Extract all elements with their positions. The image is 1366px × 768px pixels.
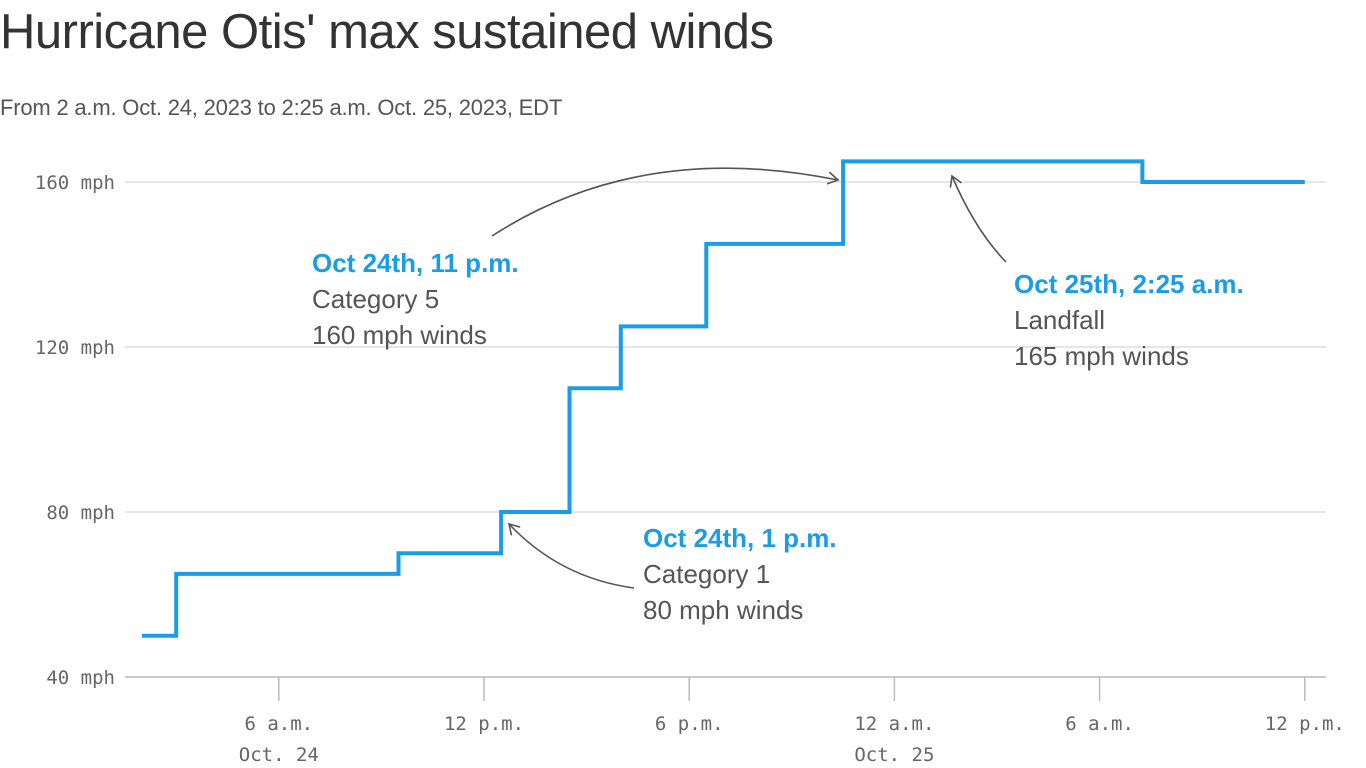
annotation-text: Category 5	[312, 284, 439, 314]
wind-speed-step-line	[142, 159, 1305, 638]
y-tick-label: 120 mph	[35, 337, 115, 359]
annotation-arrow	[507, 522, 635, 589]
annotation: Oct 25th, 2:25 a.m. Landfall 165 mph winds	[949, 174, 1244, 371]
annotation-text: 80 mph winds	[643, 595, 803, 625]
annotation-text: 160 mph winds	[312, 320, 487, 350]
annotation-arrow	[491, 167, 840, 237]
chart-subtitle: From 2 a.m. Oct. 24, 2023 to 2:25 a.m. O…	[0, 95, 563, 120]
annotation-text: Landfall	[1014, 305, 1105, 335]
annotation-heading: Oct 24th, 1 p.m.	[643, 523, 837, 553]
annotation: Oct 24th, 11 p.m. Category 5 160 mph winds	[312, 167, 840, 350]
annotation-text: Category 1	[643, 559, 770, 589]
x-tick-label: 12 p.m.	[444, 713, 524, 735]
x-tick-label: 6 a.m.	[244, 713, 313, 735]
x-tick-sublabel: Oct. 25	[854, 744, 934, 766]
y-tick-label: 40 mph	[46, 667, 115, 689]
x-tick-label: 12 p.m.	[1265, 713, 1345, 735]
x-tick-label: 12 a.m.	[854, 713, 934, 735]
annotation-heading: Oct 25th, 2:25 a.m.	[1014, 269, 1244, 299]
annotation-text: 165 mph winds	[1014, 341, 1189, 371]
x-tick-label: 6 p.m.	[655, 713, 724, 735]
chart-title: Hurricane Otis' max sustained winds	[0, 5, 774, 59]
x-tick-label: 6 a.m.	[1065, 713, 1134, 735]
annotation: Oct 24th, 1 p.m. Category 1 80 mph winds	[507, 522, 837, 625]
x-tick-sublabel: Oct. 24	[239, 744, 319, 766]
y-tick-label: 160 mph	[35, 172, 115, 194]
y-tick-label: 80 mph	[46, 502, 115, 524]
annotation-heading: Oct 24th, 11 p.m.	[312, 248, 519, 278]
annotation-arrow	[949, 174, 1007, 263]
